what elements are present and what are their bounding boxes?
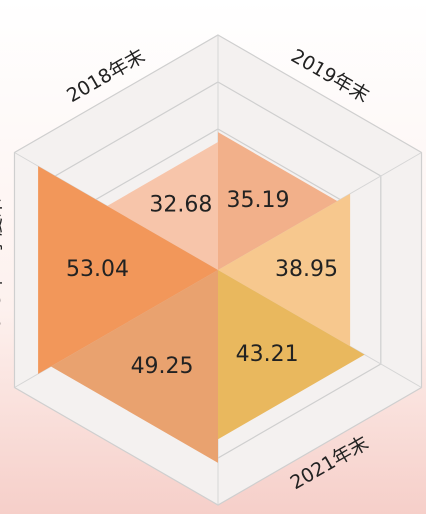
sector xyxy=(218,270,365,440)
sector xyxy=(50,270,218,463)
sector xyxy=(38,166,218,374)
sector xyxy=(218,132,338,270)
value-label: 38.95 xyxy=(275,257,338,282)
value-label: 32.68 xyxy=(149,193,212,218)
value-label: 35.19 xyxy=(226,188,289,213)
value-label: 43.21 xyxy=(236,342,299,367)
sector xyxy=(218,193,351,347)
sector xyxy=(107,142,218,270)
value-label: 49.25 xyxy=(131,354,194,379)
value-label: 53.04 xyxy=(66,257,129,282)
category-label: 2023年一季度末 xyxy=(0,198,5,341)
